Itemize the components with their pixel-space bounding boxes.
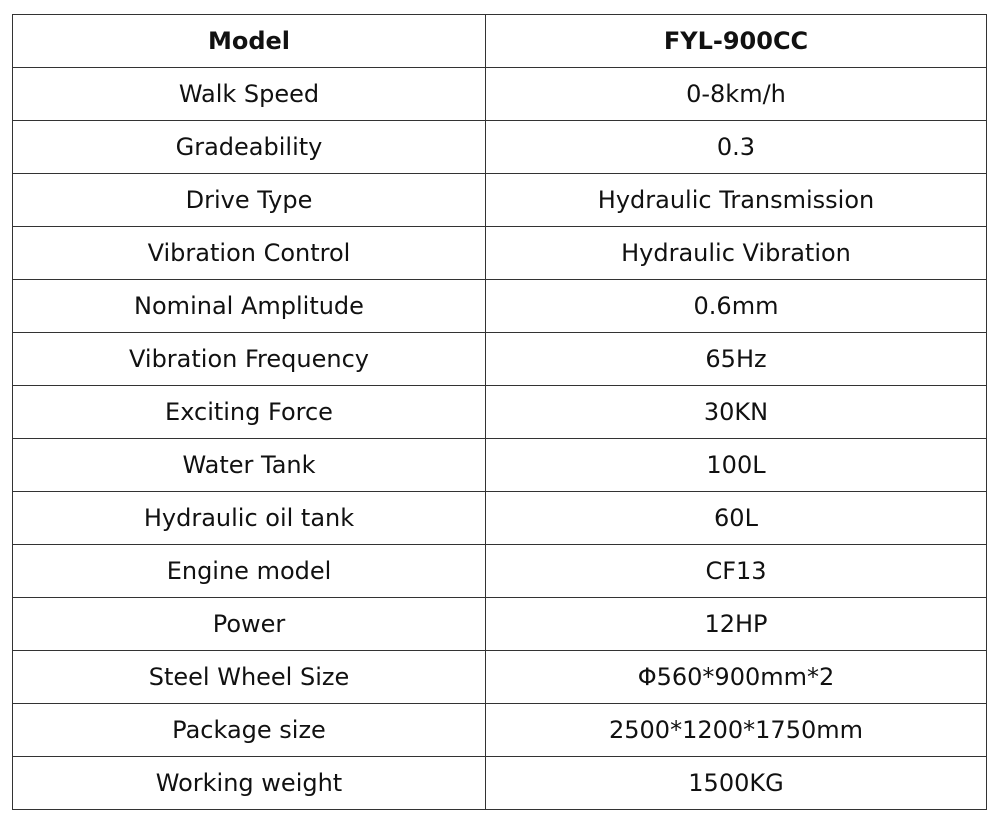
spec-name: Working weight bbox=[12, 756, 486, 810]
spec-value: 100L bbox=[485, 438, 987, 492]
table-row: Drive Type Hydraulic Transmission bbox=[12, 173, 987, 227]
spec-name: Power bbox=[12, 597, 486, 651]
spec-value: 65Hz bbox=[485, 332, 987, 386]
spec-value: 30KN bbox=[485, 385, 987, 439]
spec-value: Φ560*900mm*2 bbox=[485, 650, 987, 704]
table-row: Hydraulic oil tank 60L bbox=[12, 491, 987, 545]
header-cell: FYL-900CC bbox=[485, 14, 987, 68]
spec-value: Hydraulic Vibration bbox=[485, 226, 987, 280]
table-row: Water Tank 100L bbox=[12, 438, 987, 492]
table-row: Nominal Amplitude 0.6mm bbox=[12, 279, 987, 333]
table-row: Steel Wheel Size Φ560*900mm*2 bbox=[12, 650, 987, 704]
spec-value: 2500*1200*1750mm bbox=[485, 703, 987, 757]
spec-name: Nominal Amplitude bbox=[12, 279, 486, 333]
spec-name: Walk Speed bbox=[12, 67, 486, 121]
spec-value: 0.3 bbox=[485, 120, 987, 174]
spec-value: 0-8km/h bbox=[485, 67, 987, 121]
spec-name: Vibration Frequency bbox=[12, 332, 486, 386]
spec-value: 12HP bbox=[485, 597, 987, 651]
spec-name: Gradeability bbox=[12, 120, 486, 174]
table-row: Working weight 1500KG bbox=[12, 756, 987, 810]
spec-value: CF13 bbox=[485, 544, 987, 598]
table-row: Power 12HP bbox=[12, 597, 987, 651]
table-row: Gradeability 0.3 bbox=[12, 120, 987, 174]
spec-name: Drive Type bbox=[12, 173, 486, 227]
spec-name: Engine model bbox=[12, 544, 486, 598]
table-row: Engine model CF13 bbox=[12, 544, 987, 598]
spec-name: Exciting Force bbox=[12, 385, 486, 439]
spec-value: 1500KG bbox=[485, 756, 987, 810]
table-body: Walk Speed 0-8km/h Gradeability 0.3 Drive Ty… bbox=[12, 67, 987, 810]
table-row: Vibration Control Hydraulic Vibration bbox=[12, 226, 987, 280]
table-header: Model FYL-900CC bbox=[12, 14, 987, 68]
spec-table: Model FYL-900CC Walk Speed 0-8km/h Gradeab… bbox=[12, 14, 987, 810]
table-row: Exciting Force 30KN bbox=[12, 385, 987, 439]
header-cell: Model bbox=[12, 14, 486, 68]
spec-name: Steel Wheel Size bbox=[12, 650, 486, 704]
spec-name: Hydraulic oil tank bbox=[12, 491, 486, 545]
table-row: Walk Speed 0-8km/h bbox=[12, 67, 987, 121]
spec-name: Water Tank bbox=[12, 438, 486, 492]
table-row: Package size 2500*1200*1750mm bbox=[12, 703, 987, 757]
spec-value: 0.6mm bbox=[485, 279, 987, 333]
spec-value: 60L bbox=[485, 491, 987, 545]
table-row: Vibration Frequency 65Hz bbox=[12, 332, 987, 386]
spec-value: Hydraulic Transmission bbox=[485, 173, 987, 227]
spec-name: Vibration Control bbox=[12, 226, 486, 280]
spec-name: Package size bbox=[12, 703, 486, 757]
header-row: Model FYL-900CC bbox=[12, 14, 987, 68]
